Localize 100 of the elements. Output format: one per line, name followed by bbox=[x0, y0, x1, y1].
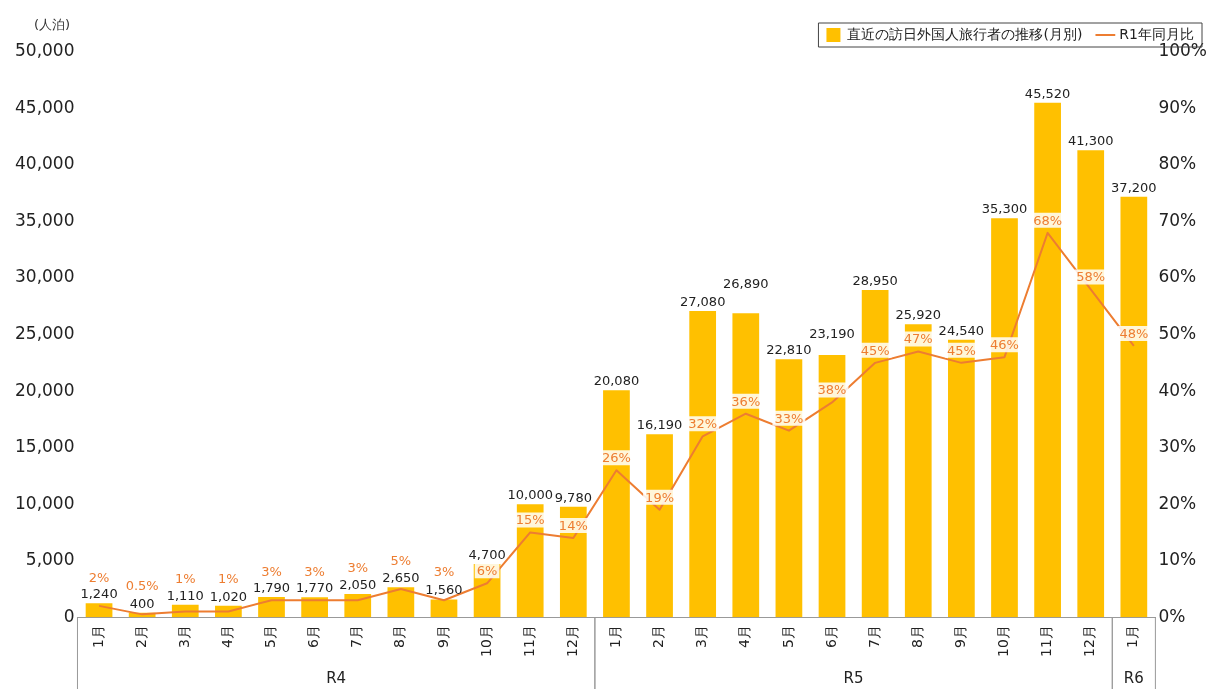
x-tick-label: 8月 bbox=[391, 625, 408, 649]
y2-tick-label: 70% bbox=[1158, 209, 1197, 230]
data-label: 16,190 bbox=[636, 417, 683, 433]
data-label: 26,890 bbox=[723, 276, 769, 292]
data-label: 45% bbox=[860, 342, 890, 358]
x-tick-label: 4月 bbox=[219, 625, 236, 649]
data-label: 2,650 bbox=[382, 570, 420, 586]
x-tick-label: 1月 bbox=[1124, 625, 1141, 649]
data-label: 45,520 bbox=[1024, 85, 1071, 101]
bar bbox=[861, 289, 889, 618]
data-label: 33% bbox=[774, 410, 804, 426]
data-label: 400 bbox=[129, 595, 155, 611]
bar bbox=[1077, 150, 1105, 618]
y2-tick-label: 10% bbox=[1158, 549, 1197, 570]
data-label: 4,700 bbox=[468, 546, 506, 562]
data-label: 2% bbox=[88, 569, 110, 585]
data-label: 1,240 bbox=[80, 586, 118, 602]
data-label: 15% bbox=[515, 512, 545, 528]
data-label: 38% bbox=[817, 382, 847, 398]
text: R6 bbox=[1123, 669, 1144, 688]
data-label: 26% bbox=[601, 450, 631, 466]
data-label: 1,770 bbox=[296, 580, 334, 596]
legend-label: 直近の訪日外国人旅行者の推移(月別) bbox=[847, 25, 1083, 42]
data-label: 3% bbox=[433, 564, 455, 580]
data-label: 6% bbox=[476, 563, 498, 579]
y2-tick-label: 20% bbox=[1158, 492, 1197, 513]
y2-tick-label: 90% bbox=[1158, 96, 1197, 117]
y-tick-label: 45,000 bbox=[15, 96, 75, 117]
y2-tick-label: 100% bbox=[1158, 40, 1208, 61]
bar bbox=[258, 596, 285, 618]
data-label: 1,110 bbox=[166, 587, 204, 603]
data-label: 58% bbox=[1076, 269, 1106, 285]
data-label: 36% bbox=[731, 393, 761, 409]
data-label: 3% bbox=[304, 564, 325, 580]
data-label: 37,200 bbox=[1111, 179, 1157, 195]
x-tick-label: 1月 bbox=[89, 625, 106, 649]
text: R4 bbox=[326, 669, 347, 688]
x-tick-label: 2月 bbox=[132, 625, 149, 649]
bar bbox=[818, 355, 846, 618]
data-label: 68% bbox=[1033, 212, 1063, 228]
data-label: 19% bbox=[645, 489, 675, 505]
y2-tick-label: 0% bbox=[1158, 605, 1186, 626]
data-label: 1% bbox=[174, 571, 196, 587]
data-label: 28,950 bbox=[852, 272, 898, 288]
data-label: 41,300 bbox=[1067, 133, 1114, 149]
data-label: 25,920 bbox=[895, 307, 942, 323]
bar bbox=[301, 597, 328, 618]
data-label: 3% bbox=[347, 560, 369, 576]
x-tick-label: 4月 bbox=[736, 625, 753, 649]
x-tick-label: 5月 bbox=[779, 625, 796, 649]
bar bbox=[689, 311, 717, 618]
x-tick-label: 11月 bbox=[520, 625, 537, 658]
x-tick-label: 12月 bbox=[563, 625, 580, 658]
x-tick-label: 12月 bbox=[1081, 625, 1098, 658]
data-label: 1,560 bbox=[425, 582, 463, 598]
x-tick-label: 7月 bbox=[348, 625, 365, 649]
x-tick-label: 8月 bbox=[908, 625, 925, 649]
data-label: 1,020 bbox=[209, 588, 247, 604]
data-label: 9,780 bbox=[554, 489, 592, 505]
bar bbox=[85, 603, 113, 618]
bar bbox=[344, 594, 372, 618]
x-tick-label: 3月 bbox=[693, 625, 710, 649]
x-tick-label: 6月 bbox=[305, 625, 322, 649]
data-label: 48% bbox=[1119, 325, 1149, 341]
y-tick-label: 30,000 bbox=[15, 266, 75, 287]
data-label: 20,080 bbox=[593, 373, 640, 389]
y-axis-title: (人泊) bbox=[33, 16, 71, 32]
x-tick-label: 10月 bbox=[477, 625, 494, 658]
bar bbox=[1120, 196, 1148, 618]
bar bbox=[1034, 102, 1061, 618]
text: R5 bbox=[843, 669, 864, 688]
data-label: 46% bbox=[990, 337, 1019, 353]
x-tick-label: 9月 bbox=[434, 625, 451, 649]
y2-tick-label: 60% bbox=[1158, 266, 1197, 287]
x-tick-label: 7月 bbox=[865, 625, 882, 649]
y2-tick-label: 30% bbox=[1158, 436, 1197, 457]
x-tick-label: 6月 bbox=[822, 625, 839, 649]
bar bbox=[387, 587, 415, 618]
y-tick-label: 25,000 bbox=[15, 323, 75, 344]
data-label: 0.5% bbox=[125, 578, 159, 594]
data-label: 35,300 bbox=[981, 201, 1028, 217]
y-tick-label: 20,000 bbox=[15, 379, 75, 400]
data-label: 23,190 bbox=[809, 325, 855, 341]
x-tick-label: 2月 bbox=[650, 625, 667, 649]
data-label: 5% bbox=[390, 552, 412, 568]
data-label: 24,540 bbox=[938, 322, 985, 338]
y-tick-label: 10,000 bbox=[15, 492, 75, 513]
bar bbox=[603, 390, 630, 618]
bar bbox=[732, 313, 760, 618]
data-label: 3% bbox=[261, 564, 282, 580]
bar bbox=[775, 359, 803, 618]
data-label: 1,790 bbox=[252, 579, 291, 595]
bar bbox=[904, 324, 932, 618]
x-tick-label: 9月 bbox=[952, 625, 969, 649]
data-label: 1% bbox=[218, 571, 239, 587]
y-tick-label: 15,000 bbox=[15, 436, 75, 457]
x-tick-label: 11月 bbox=[1038, 625, 1055, 658]
y2-tick-label: 50% bbox=[1158, 323, 1197, 344]
y-tick-label: 0 bbox=[63, 605, 75, 626]
data-label: 47% bbox=[903, 331, 933, 347]
